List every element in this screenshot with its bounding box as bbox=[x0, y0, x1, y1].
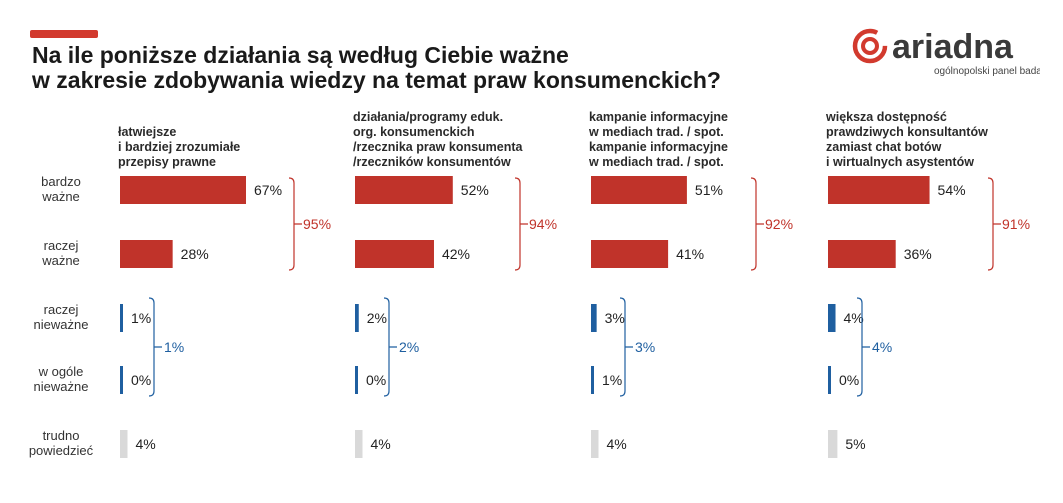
bar bbox=[355, 240, 434, 268]
bar-value-label: 3% bbox=[605, 310, 625, 326]
category-label-line: w ogóle bbox=[38, 364, 84, 379]
category-label: w ogóle nieważne bbox=[6, 364, 116, 394]
bar bbox=[828, 430, 838, 458]
bar-value-label: 28% bbox=[181, 246, 209, 262]
bar-value-label: 1% bbox=[602, 372, 622, 388]
category-label-line: raczej bbox=[43, 238, 79, 253]
bar bbox=[591, 366, 594, 394]
bar bbox=[828, 304, 836, 332]
bar bbox=[828, 366, 831, 394]
bar-value-label: 4% bbox=[844, 310, 864, 326]
bar bbox=[120, 240, 173, 268]
bar-value-label: 4% bbox=[607, 436, 627, 452]
panel-heading-line: i wirtualnych asystentów bbox=[826, 155, 974, 169]
bar bbox=[120, 430, 128, 458]
panel-heading-line: /rzecznika praw konsumenta bbox=[353, 140, 523, 154]
bar-value-label: 0% bbox=[366, 372, 386, 388]
panel-heading: działania/programy eduk. org. konsumencki… bbox=[353, 110, 583, 170]
panel-heading-line: łatwiejsze bbox=[118, 125, 177, 139]
bar bbox=[828, 176, 930, 204]
bar bbox=[120, 176, 246, 204]
bar-value-label: 1% bbox=[131, 310, 151, 326]
panel-heading-line: przepisy prawne bbox=[118, 155, 216, 169]
unimportant-total-label: 4% bbox=[872, 339, 892, 355]
bar-value-label: 0% bbox=[839, 372, 859, 388]
panel-heading-line: prawdziwych konsultantów bbox=[826, 125, 988, 139]
bar-value-label: 67% bbox=[254, 182, 282, 198]
important-total-label: 92% bbox=[765, 216, 793, 232]
panel-heading-line: w mediach trad. / spot. bbox=[589, 125, 724, 139]
bar bbox=[828, 240, 896, 268]
chart-title: Na ile poniższe działania są według Cieb… bbox=[32, 43, 752, 93]
ariadna-logo-icon: ariadna ogólnopolski panel badawczy bbox=[852, 28, 1063, 77]
logo-wordmark: ariadna bbox=[892, 28, 1014, 66]
panel-heading-line: zamiast chat botów bbox=[826, 140, 942, 154]
category-label-line: nieważne bbox=[33, 379, 89, 394]
bar-value-label: 2% bbox=[367, 310, 387, 326]
bar-value-label: 54% bbox=[938, 182, 966, 198]
category-label-line: nieważne bbox=[33, 317, 89, 332]
unimportant-bracket bbox=[148, 297, 162, 397]
category-label: raczej ważne bbox=[6, 238, 116, 268]
important-bracket bbox=[288, 177, 302, 271]
panel-heading-line: działania/programy eduk. bbox=[353, 110, 504, 124]
title-line-1: Na ile poniższe działania są według Cieb… bbox=[32, 42, 569, 68]
panel-heading: łatwiejsze i bardziej zrozumiałe przepisy … bbox=[118, 125, 348, 170]
title-line-2: w zakresie zdobywania wiedzy na temat pr… bbox=[32, 67, 721, 93]
unimportant-total-label: 2% bbox=[399, 339, 419, 355]
category-label-line: raczej bbox=[43, 302, 79, 317]
bar-value-label: 51% bbox=[695, 182, 723, 198]
panel-heading-line: w mediach trad. / spot. bbox=[589, 155, 724, 169]
panel-heading-line: kampanie informacyjne bbox=[589, 110, 728, 124]
bar bbox=[591, 430, 599, 458]
unimportant-total-label: 3% bbox=[635, 339, 655, 355]
logo: ariadna ogólnopolski panel badawczy bbox=[850, 28, 1063, 78]
bar bbox=[355, 176, 453, 204]
panel-heading-line: /rzeczników konsumentów bbox=[353, 155, 511, 169]
bar bbox=[355, 304, 359, 332]
category-label-line: ważne bbox=[42, 189, 80, 204]
panel-heading-line: i bardziej zrozumiałe bbox=[118, 140, 241, 154]
bar-value-label: 36% bbox=[904, 246, 932, 262]
category-label-line: powiedzieć bbox=[28, 443, 94, 458]
panel-heading-line: kampanie informacyjne bbox=[589, 140, 728, 154]
important-total-label: 95% bbox=[303, 216, 331, 232]
bar-value-label: 4% bbox=[371, 436, 391, 452]
bar-value-label: 0% bbox=[131, 372, 151, 388]
panel-heading: kampanie informacyjne w mediach trad. / s… bbox=[589, 110, 819, 170]
accent-bar bbox=[30, 30, 98, 38]
unimportant-bracket bbox=[619, 297, 633, 397]
logo-tagline: ogólnopolski panel badawczy bbox=[934, 66, 1040, 77]
bar bbox=[591, 176, 687, 204]
bar bbox=[591, 304, 597, 332]
unimportant-bracket bbox=[856, 297, 870, 397]
bar-value-label: 52% bbox=[461, 182, 489, 198]
category-label: bardzo ważne bbox=[6, 174, 116, 204]
category-label-line: ważne bbox=[42, 253, 80, 268]
unimportant-total-label: 1% bbox=[164, 339, 184, 355]
bar bbox=[355, 430, 363, 458]
panel-heading-line: org. konsumenckich bbox=[353, 125, 475, 139]
panel-heading-line: większa dostępność bbox=[826, 110, 947, 124]
important-bracket bbox=[514, 177, 528, 271]
important-bracket bbox=[750, 177, 764, 271]
unimportant-bracket bbox=[383, 297, 397, 397]
bar-value-label: 42% bbox=[442, 246, 470, 262]
bar bbox=[355, 366, 358, 394]
category-label: raczej nieważne bbox=[6, 302, 116, 332]
bar-value-label: 5% bbox=[845, 436, 865, 452]
category-label-line: trudno bbox=[42, 428, 80, 443]
category-label: trudno powiedzieć bbox=[6, 428, 116, 458]
bar bbox=[120, 304, 123, 332]
bar bbox=[591, 240, 669, 268]
bar-value-label: 41% bbox=[676, 246, 704, 262]
important-total-label: 94% bbox=[529, 216, 557, 232]
important-bracket bbox=[987, 177, 1001, 271]
panel-heading: większa dostępność prawdziwych konsultant… bbox=[826, 110, 1056, 170]
bar bbox=[120, 366, 123, 394]
category-label-line: bardzo bbox=[41, 174, 81, 189]
bar-value-label: 4% bbox=[136, 436, 156, 452]
important-total-label: 91% bbox=[1002, 216, 1030, 232]
